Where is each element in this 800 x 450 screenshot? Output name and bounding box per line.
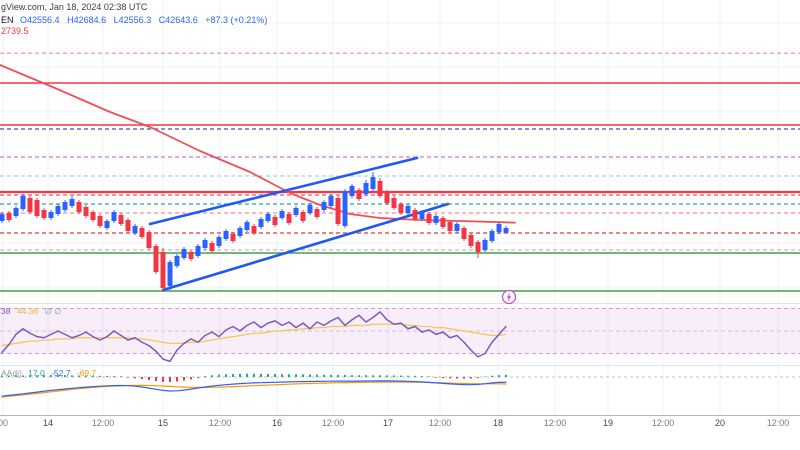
time-axis-label: 17 xyxy=(382,418,394,428)
macd-title-fragment: AAdj) xyxy=(1,368,22,378)
macd-plot xyxy=(1,373,507,398)
rsi-ma-value: 44.36 xyxy=(16,306,39,316)
rsi-empty-values: ∅ ∅ xyxy=(44,306,62,316)
high-value: H42684.6 xyxy=(67,15,107,25)
rsi-indicator-values: 38 44.36 ∅ ∅ xyxy=(1,307,66,316)
rsi-value: 38 xyxy=(1,306,11,316)
macd-hist-value: 17.0 xyxy=(28,368,45,378)
change-value: +87.3 (+0.21%) xyxy=(205,15,268,25)
pane-separator-macd[interactable] xyxy=(0,365,800,366)
low-value: L42556.3 xyxy=(113,15,152,25)
time-axis-label: 12:00 xyxy=(428,418,452,428)
open-value: O42556.4 xyxy=(20,15,60,25)
time-axis-label: 15 xyxy=(157,418,169,428)
time-axis-label: 16 xyxy=(271,418,283,428)
support-resistance-levels[interactable] xyxy=(0,52,800,292)
macd-line-value: -52.7 xyxy=(51,368,71,378)
ma-value-readout: 2739.5 xyxy=(1,26,29,36)
rsi-plot xyxy=(1,311,507,363)
time-axis-label: 18 xyxy=(492,418,504,428)
event-marker-icon[interactable] xyxy=(501,289,517,305)
close-value: C42643.6 xyxy=(158,15,198,25)
time-axis-label: 19 xyxy=(602,418,614,428)
ma-trend-line[interactable] xyxy=(0,64,516,224)
time-axis-label: 12:00 xyxy=(651,418,675,428)
ohlc-readout: EN O42556.4 H42684.6 L42556.3 C42643.6 +… xyxy=(1,15,272,25)
time-axis-label: 12:00 xyxy=(321,418,345,428)
pane-separator-rsi[interactable] xyxy=(0,303,800,304)
time-axis-label: 12:00 xyxy=(208,418,232,428)
time-axis-separator xyxy=(0,415,800,416)
time-axis-label: 12:00 xyxy=(91,418,115,428)
time-axis-label: 14 xyxy=(42,418,54,428)
time-axis-label: 12:00 xyxy=(766,418,790,428)
macd-signal-value: -69.7 xyxy=(76,368,97,378)
time-axis-label: 00 xyxy=(0,418,9,428)
symbol-text: EN xyxy=(1,15,14,25)
symbol-info-bar: gView.com, Jan 18, 2024 02:38 UTC EN O42… xyxy=(1,2,272,36)
candlestick-series xyxy=(0,172,509,292)
time-axis[interactable]: 00 14 12:00 15 12:00 16 12:00 17 12:00 18 12:00 19 1… xyxy=(0,418,800,432)
time-axis-label: 12:00 xyxy=(543,418,567,428)
macd-indicator-values: AAdj) 17.0 -52.7 -69.7 xyxy=(1,369,100,378)
rsi-band xyxy=(0,308,800,354)
time-axis-label: 20 xyxy=(714,418,726,428)
trend-channel-lines[interactable] xyxy=(148,156,450,292)
attribution-text: gView.com, Jan 18, 2024 02:38 UTC xyxy=(1,2,148,12)
grid-lines xyxy=(0,0,800,415)
